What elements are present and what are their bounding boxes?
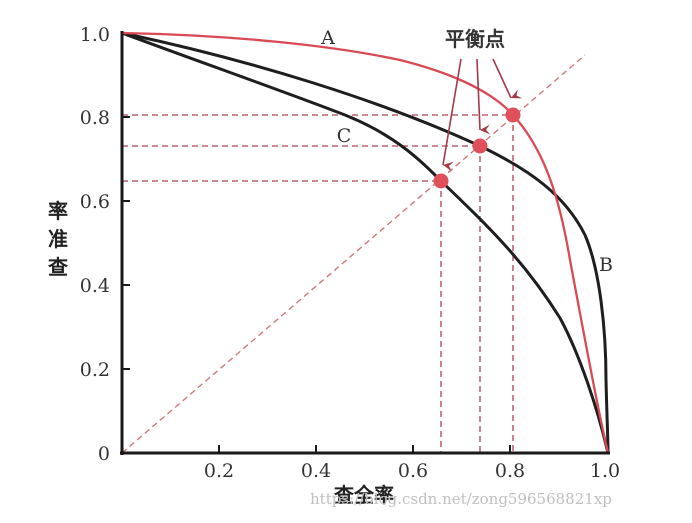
watermark: https://blog.csdn.net/zong596568821xp [310, 490, 612, 508]
y-tick-label: 1.0 [80, 24, 110, 46]
y-tick-label: 0 [98, 443, 110, 465]
y-tick-label: 0.6 [80, 191, 110, 213]
balance-point-b [472, 138, 488, 154]
balance-point-a [505, 107, 521, 123]
svg-text:查: 查 [48, 255, 68, 279]
x-tick-label: 0.2 [204, 460, 234, 482]
svg-text:率: 率 [48, 199, 68, 223]
svg-text:准: 准 [48, 227, 68, 251]
curve-b [121, 31, 610, 454]
balance-point-label: 平衡点 [445, 27, 505, 51]
x-tick-label: 1.0 [590, 460, 620, 482]
y-tick-label: 0.8 [80, 107, 110, 129]
x-tick-label: 0.8 [495, 460, 525, 482]
curve-a [121, 31, 610, 454]
curve-c-label: C [337, 125, 352, 147]
curve-b-label: B [599, 254, 613, 276]
axes [120, 31, 610, 455]
x-tick-label: 0.4 [301, 460, 331, 482]
curve-a-label: A [320, 27, 335, 49]
y-tick-label: 0.2 [80, 359, 110, 381]
balance-point-c [433, 173, 449, 189]
diagonal-reference-line [121, 54, 586, 454]
ticks [122, 116, 511, 453]
balance-guides [122, 114, 514, 453]
y-axis-title: 率 准 查 [48, 199, 68, 279]
curve-c [121, 31, 610, 454]
balance-arrows [442, 58, 523, 172]
x-axis-title: 查全率 [334, 483, 394, 507]
x-tick-label: 0.6 [398, 460, 428, 482]
y-tick-label: 0.4 [80, 275, 110, 297]
